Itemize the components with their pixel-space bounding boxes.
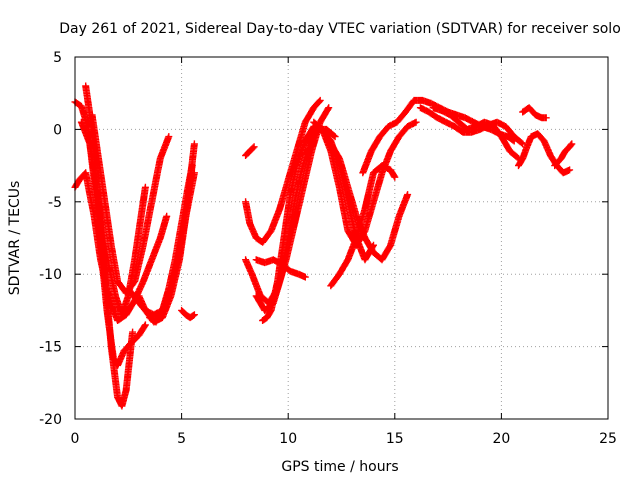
y-tick-label: 0: [53, 122, 62, 138]
y-axis-label: SDTVAR / TECUs: [7, 181, 23, 296]
series-arc8: [146, 162, 196, 326]
data-point-markers: [551, 140, 576, 170]
series-layer: [71, 82, 576, 410]
y-tick-label: -10: [39, 267, 62, 283]
series-arc9: [178, 306, 198, 322]
x-tick-label: 25: [599, 431, 617, 447]
data-point-markers: [519, 104, 550, 122]
series-arc5: [88, 111, 173, 297]
x-tick-label: 0: [71, 431, 80, 447]
series-arc24: [551, 140, 576, 170]
x-tick-label: 20: [492, 431, 510, 447]
y-axis-ticks: -20 -15 -10 -5 0 5: [39, 50, 608, 428]
data-point-markers: [252, 256, 309, 281]
x-axis-label: GPS time / hours: [281, 459, 398, 475]
chart-title: Day 261 of 2021, Sidereal Day-to-day VTE…: [59, 21, 621, 37]
x-tick-label: 5: [177, 431, 186, 447]
data-point-markers: [146, 162, 196, 326]
x-tick-label: 10: [279, 431, 297, 447]
data-point-markers: [242, 143, 258, 159]
series-arc11: [242, 96, 324, 246]
y-tick-label: -5: [48, 195, 62, 211]
x-tick-label: 15: [386, 431, 404, 447]
data-point-markers: [242, 96, 324, 246]
x-axis-ticks: 0 5 10 15 20 25: [71, 57, 617, 447]
series-arc23: [519, 104, 550, 122]
series-arc2: [82, 82, 137, 410]
y-tick-label: 5: [53, 50, 62, 66]
y-tick-label: -20: [39, 412, 62, 428]
series-arc15: [252, 256, 309, 281]
plot-frame: [74, 56, 609, 420]
data-point-markers: [82, 82, 137, 410]
series-arc10: [242, 143, 258, 159]
series-arc18: [327, 162, 399, 290]
data-point-markers: [178, 306, 198, 322]
data-point-markers: [327, 162, 399, 290]
y-tick-label: -15: [39, 340, 62, 356]
data-point-markers: [88, 111, 173, 297]
data-point-markers: [429, 104, 522, 162]
series-arc21: [429, 104, 522, 162]
